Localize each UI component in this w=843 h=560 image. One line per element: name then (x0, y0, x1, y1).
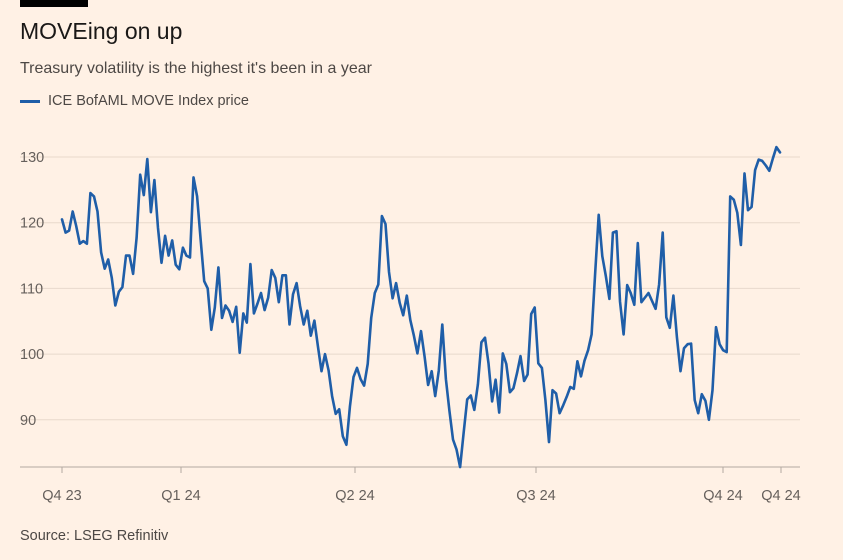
y-tick-label: 90 (20, 413, 36, 429)
y-tick-label: 110 (20, 281, 43, 297)
x-tick-label: Q4 23 (42, 488, 82, 504)
x-tick-label: Q4 24 (703, 488, 743, 504)
x-tick-label: Q4 24 (761, 488, 801, 504)
chart-subtitle: Treasury volatility is the highest it's … (20, 60, 372, 77)
legend-label: ICE BofAML MOVE Index price (48, 93, 249, 109)
series-line-move-index (60, 145, 782, 469)
y-tick-label: 120 (20, 216, 44, 232)
y-tick-label: 100 (20, 347, 44, 363)
brand-topbar (20, 0, 88, 7)
chart-source: Source: LSEG Refinitiv (20, 528, 169, 544)
chart-legend: ICE BofAML MOVE Index price (20, 93, 249, 109)
legend-swatch (20, 99, 40, 103)
x-tick-label: Q3 24 (516, 488, 556, 504)
x-tick-label: Q2 24 (335, 488, 375, 504)
chart-title: MOVEing on up (20, 18, 183, 44)
y-tick-label: 130 (20, 150, 44, 166)
x-tick-label: Q1 24 (161, 488, 201, 504)
